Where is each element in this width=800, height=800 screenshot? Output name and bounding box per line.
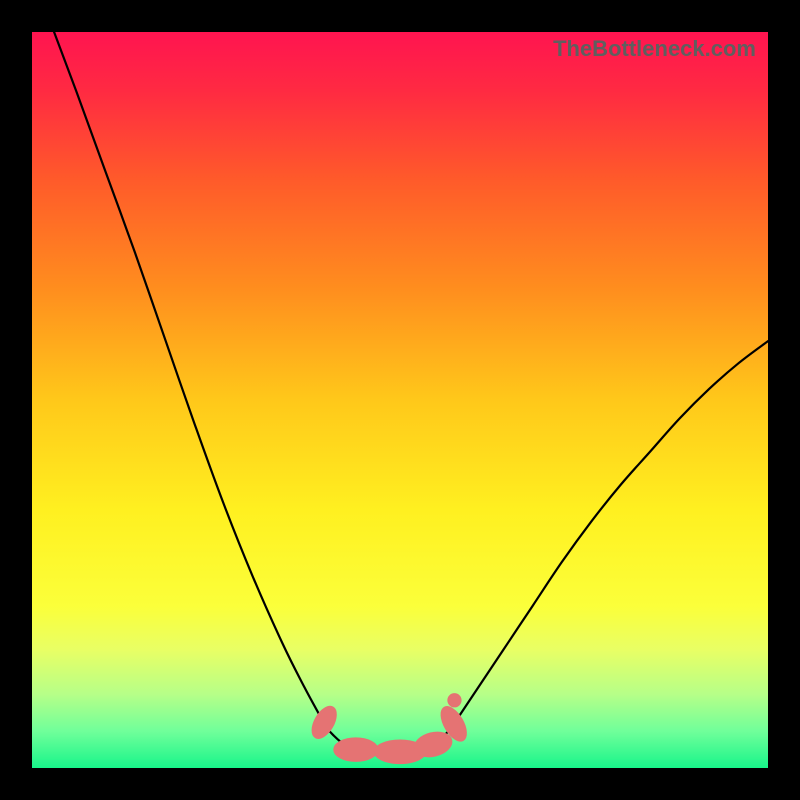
curve-marker [334, 738, 378, 762]
curve-path [54, 32, 768, 753]
curve-marker [307, 702, 341, 742]
curve-markers [307, 694, 472, 764]
curve-marker [448, 694, 461, 707]
bottleneck-curve [32, 32, 768, 768]
chart-frame: TheBottleneck.com [0, 0, 800, 800]
plot-area: TheBottleneck.com [32, 32, 768, 768]
